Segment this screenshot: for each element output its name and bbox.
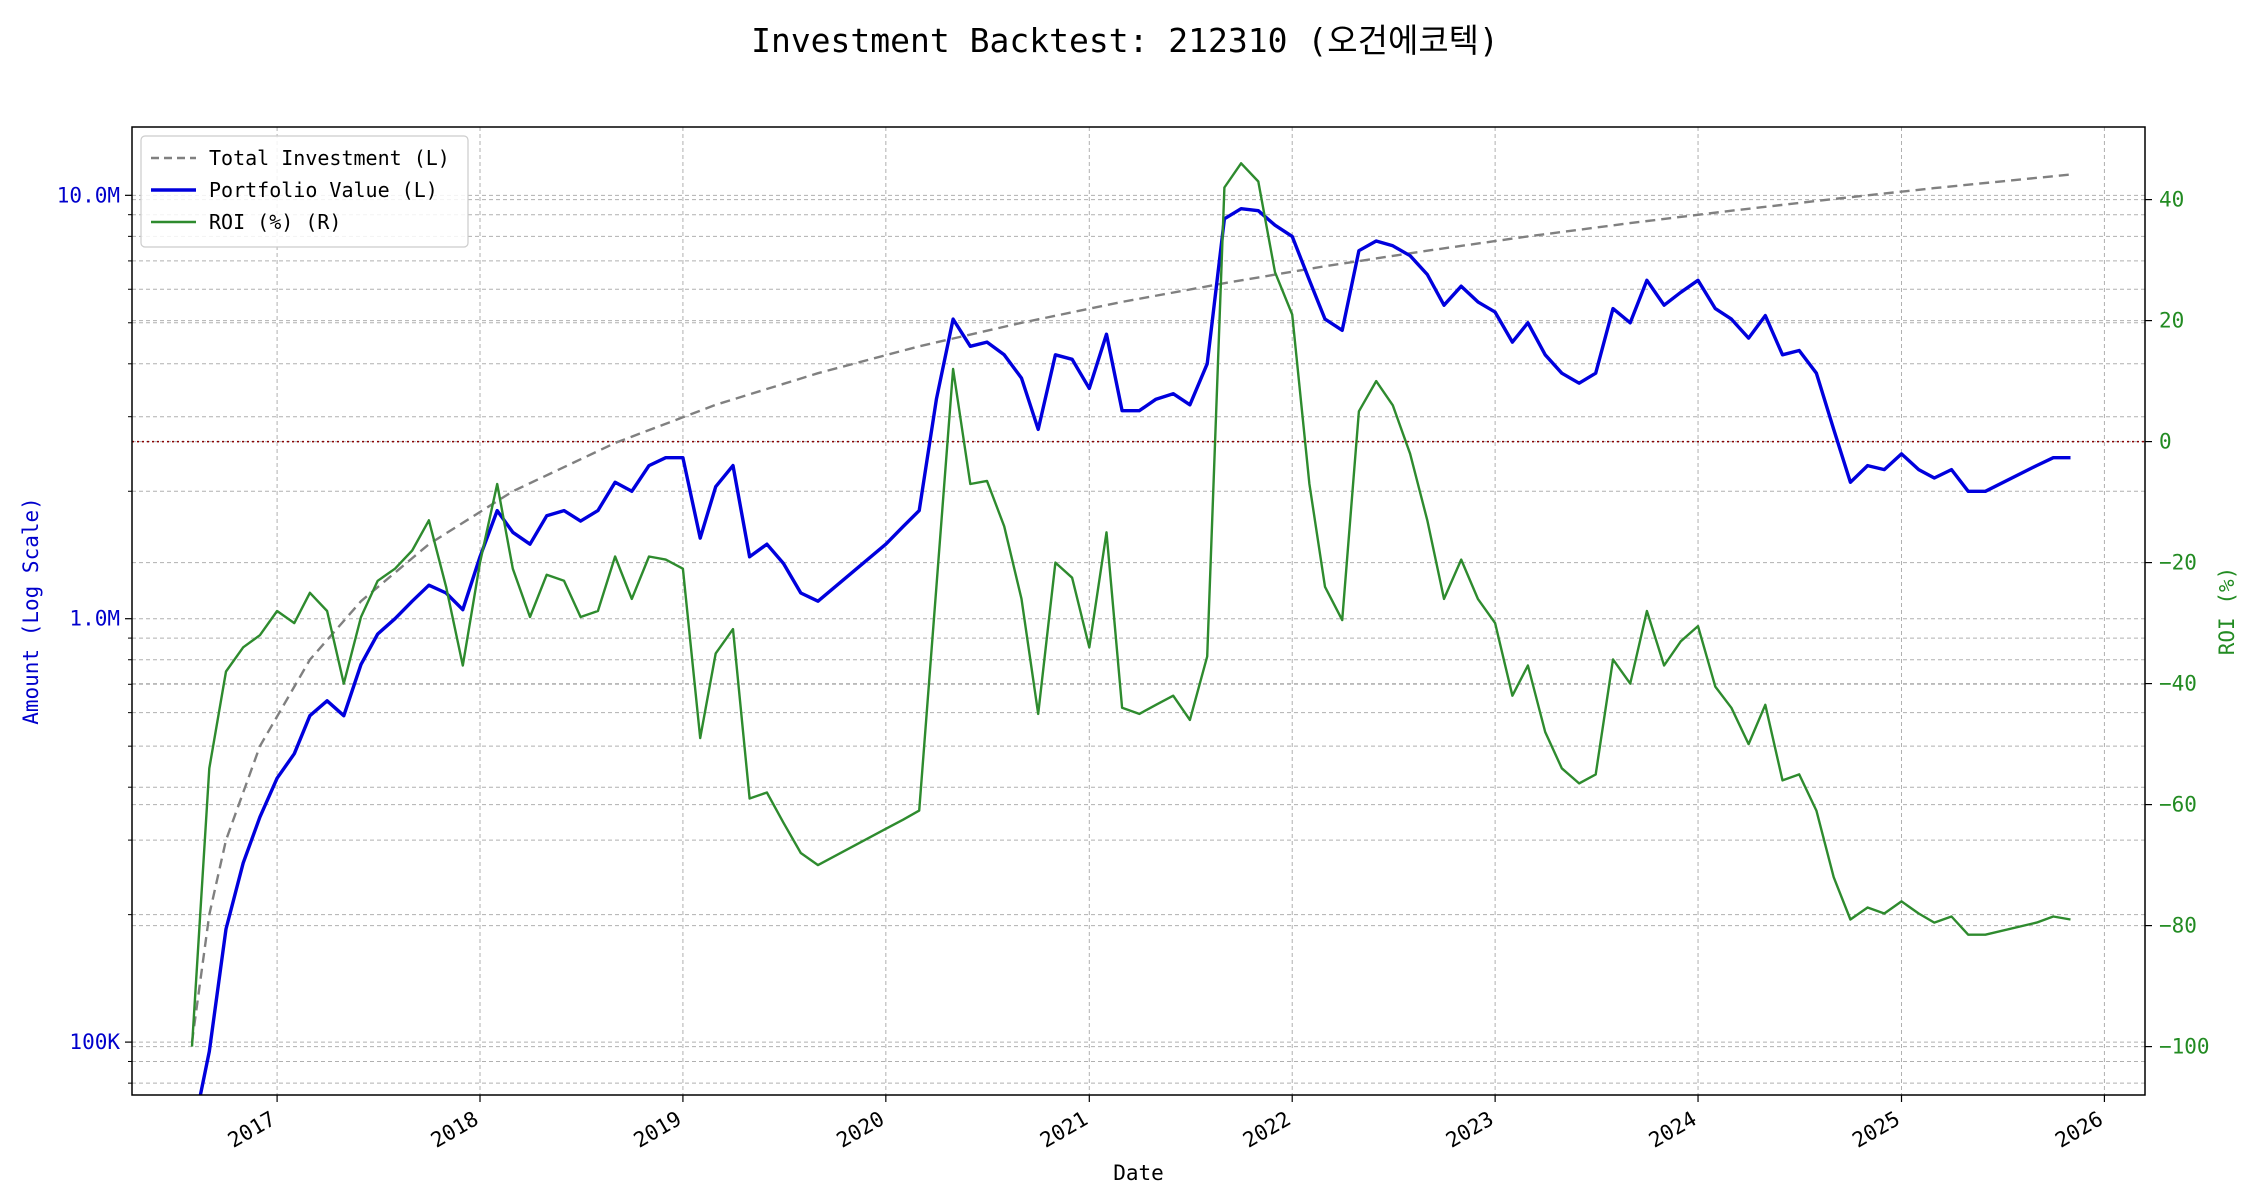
x-tick-label: 2017 [224, 1107, 280, 1153]
right-y-tick-label: −20 [2159, 551, 2197, 575]
legend-label-portfolio-value: Portfolio Value (L) [209, 178, 438, 202]
left-y-tick-label: 100K [69, 1030, 120, 1054]
legend-label-total-investment: Total Investment (L) [209, 146, 450, 170]
portfolio-value-line [198, 207, 2071, 1095]
legend-box [140, 135, 469, 248]
total-investment-line [190, 173, 2071, 1043]
x-tick-label: 2024 [1645, 1107, 1701, 1153]
right-y-tick-label: −60 [2159, 793, 2197, 817]
legend: Total Investment (L) Portfolio Value (L)… [140, 135, 469, 248]
right-y-tick-label: −80 [2159, 914, 2197, 938]
x-tick-label: 2023 [1442, 1107, 1498, 1153]
x-tick-label: 2021 [1036, 1107, 1092, 1153]
legend-label-roi: ROI (%) (R) [209, 210, 341, 234]
left-y-axis-label: Amount (Log Scale) [19, 497, 43, 725]
axes: 2017 2018 2019 2020 2021 2022 2023 2024 2025 2026… [57, 183, 2210, 1152]
right-y-tick-label: 0 [2159, 430, 2172, 454]
right-y-tick-label: −40 [2159, 672, 2197, 696]
right-y-tick-label: 40 [2159, 188, 2184, 212]
left-y-tick-label: 10.0M [57, 183, 120, 207]
right-y-axis-label: ROI (%) [2215, 567, 2239, 656]
x-tick-label: 2019 [630, 1107, 686, 1153]
x-tick-label: 2020 [833, 1107, 889, 1153]
roi-line [190, 162, 2071, 1047]
x-tick-label: 2022 [1239, 1107, 1295, 1153]
series-lines [190, 162, 2071, 1095]
left-y-tick-label: 1.0M [69, 607, 120, 631]
chart-title: Investment Backtest: 212310 (오건에코텍) [751, 21, 1499, 60]
right-y-tick-label: 20 [2159, 309, 2184, 333]
x-tick-label: 2025 [1848, 1107, 1904, 1153]
x-tick-label: 2018 [427, 1107, 483, 1153]
right-y-tick-label: −100 [2159, 1035, 2210, 1059]
x-tick-label: 2026 [2051, 1107, 2107, 1153]
x-axis-label: Date [1113, 1161, 1164, 1185]
plot-frame [131, 126, 2146, 1096]
grid-lines [132, 127, 2145, 1095]
